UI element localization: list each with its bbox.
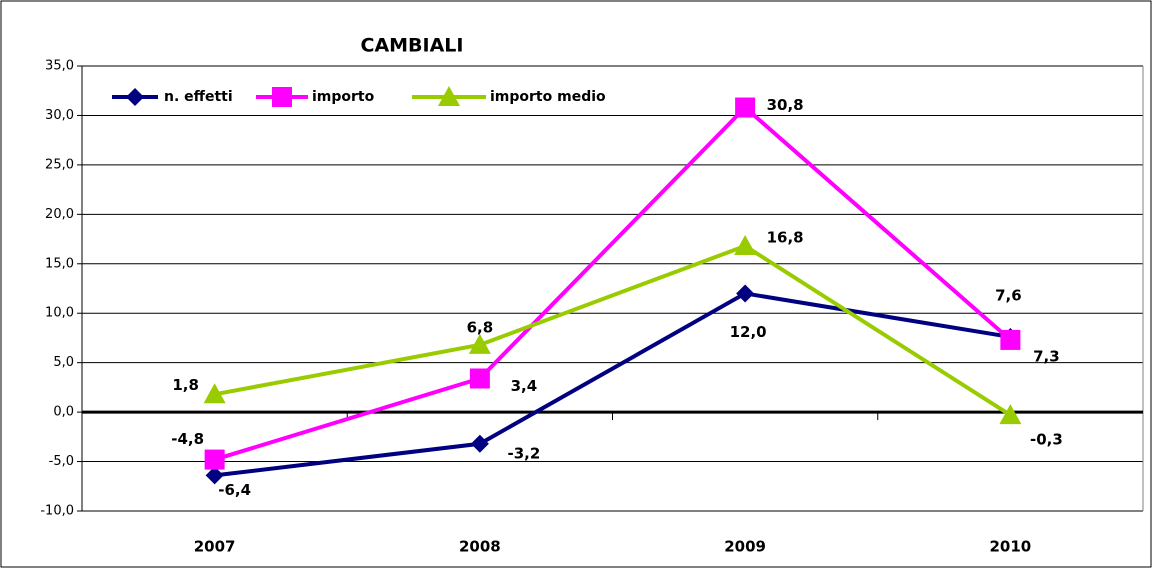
- data-label: -0,3: [1030, 431, 1063, 449]
- x-tick-label: 2010: [990, 538, 1032, 556]
- marker: [999, 404, 1022, 425]
- marker: [205, 466, 224, 485]
- marker: [470, 434, 489, 453]
- marker: [126, 88, 144, 106]
- y-tick-label: 35,0: [45, 59, 74, 74]
- chart-title: CAMBIALI: [361, 35, 464, 57]
- marker: [204, 449, 225, 470]
- data-label: -3,2: [507, 444, 540, 462]
- x-tick-label: 2008: [459, 538, 501, 556]
- marker: [469, 368, 490, 389]
- data-label: 7,6: [995, 286, 1022, 304]
- y-tick-label: 20,0: [45, 207, 74, 222]
- y-tick-label: 15,0: [45, 256, 74, 271]
- marker: [736, 284, 755, 303]
- legend-label: importo: [312, 89, 375, 105]
- marker: [735, 97, 756, 118]
- data-label: 12,0: [730, 323, 767, 341]
- y-tick-label: -10,0: [40, 504, 74, 519]
- marker: [1000, 329, 1021, 350]
- data-label: 6,8: [467, 318, 494, 336]
- x-tick-label: 2007: [194, 538, 236, 556]
- y-tick-label: -5,0: [49, 454, 74, 469]
- series-line: [214, 104, 1012, 462]
- y-tick-label: 25,0: [45, 157, 74, 172]
- marker: [734, 234, 757, 255]
- legend: n. effetti importo importo medio: [110, 80, 650, 115]
- data-label: 7,3: [1033, 347, 1060, 365]
- data-label: -6,4: [218, 481, 251, 499]
- legend-box: [110, 80, 650, 115]
- y-tick-label: 30,0: [45, 108, 74, 123]
- grid: -10,0 -5,0 0,0 5,0 10,0 15,0 20,0 25,0 30,0 35,0 2…: [40, 59, 1144, 556]
- data-label: 3,4: [511, 377, 538, 395]
- marker: [203, 383, 226, 404]
- marker: [272, 87, 292, 107]
- y-tick-label: 5,0: [53, 355, 74, 370]
- series-line: [214, 243, 1012, 417]
- data-label: -4,8: [171, 430, 204, 448]
- plot: -6,4 -3,2 12,0 7,6 -4,8 3,4 30,8 7,3 1,8 6,8 16,8 -…: [171, 96, 1063, 499]
- y-tick-label: 10,0: [45, 306, 74, 321]
- y-tick-label: 0,0: [53, 405, 74, 420]
- series-line: [214, 291, 1011, 478]
- data-label: 30,8: [767, 96, 804, 114]
- legend-label: n. effetti: [164, 89, 233, 105]
- marker: [468, 333, 491, 354]
- data-label: 1,8: [172, 376, 199, 394]
- legend-label: importo medio: [490, 89, 606, 105]
- x-tick-label: 2009: [724, 538, 766, 556]
- marker: [438, 86, 460, 106]
- data-label: 16,8: [767, 228, 804, 246]
